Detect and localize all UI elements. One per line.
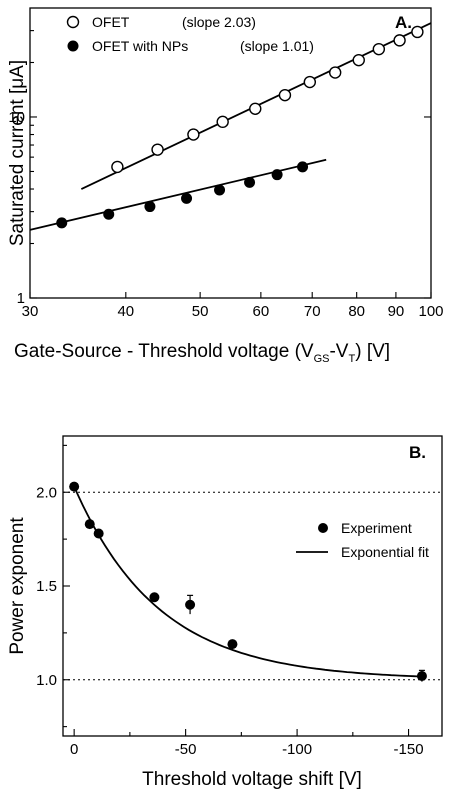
panel-a: 30 40 50 60 70 80 90 100 110 OFET (slope 2.03) … (7, 7, 444, 365)
panel-a-legend: OFET (slope 2.03) OFET with NPs (slope 1… (66, 14, 314, 54)
ofet-nps-fit-line (29, 158, 327, 231)
panel-b-frame (62, 435, 443, 737)
ofet-nps-data-point (103, 208, 115, 220)
panel-a-label: A. (395, 13, 412, 32)
legend-ofet-nps-marker (67, 40, 79, 52)
panel-b: 0 -50 -100 -150 1.0 1.5 2.0 Experiment Expone… (7, 435, 443, 790)
panel-a-x-axis-title: Gate-Source - Threshold voltage (VGS-VT)… (14, 341, 390, 365)
legend-ofet-name: OFET (92, 14, 130, 30)
x-tick-label: 60 (253, 303, 270, 320)
ofet-data-point (187, 128, 200, 141)
ofet-data-point (328, 66, 342, 79)
panel-b-y-axis-title: Power exponent (7, 517, 28, 655)
x-tick-label: 0 (70, 741, 78, 758)
legend-experiment-label: Experiment (341, 520, 412, 536)
y-tick-label: 2.0 (36, 484, 57, 501)
x-tick-label: 70 (304, 303, 321, 320)
panel-b-fit-curve (73, 486, 427, 678)
ofet-data-point (411, 25, 424, 39)
panel-a-y-axis-title: Saturated current [μA] (7, 60, 28, 246)
x-tick-label: 40 (117, 303, 134, 320)
legend-ofet-marker (66, 15, 80, 29)
y-tick-label: 10 (8, 109, 25, 126)
panel-b-x-ticks: 0 -50 -100 -150 (70, 729, 424, 758)
ofet-nps-data-point (244, 176, 256, 188)
panel-b-y-ticks: 1.0 1.5 2.0 (36, 444, 70, 728)
panel-b-label: B. (409, 443, 426, 462)
legend-experiment-marker (318, 523, 328, 533)
exponential-fit-curve (73, 486, 427, 678)
panel-b-data-points (69, 481, 427, 682)
experiment-data-point (69, 481, 80, 492)
ofet-data-point (111, 160, 124, 174)
panel-b-reference-lines (63, 491, 442, 681)
ofet-data-point (216, 115, 229, 129)
x-tick-label: 90 (388, 303, 405, 320)
x-tick-label: 50 (192, 303, 209, 320)
ofet-nps-data-point (214, 184, 226, 196)
ofet-data-point (393, 34, 406, 47)
panel-a-data-points (56, 25, 424, 229)
x-tick-label: -100 (282, 741, 312, 758)
x-title-sub-gs: GS (314, 353, 330, 365)
panel-a-frame (29, 7, 432, 299)
experiment-data-point (149, 592, 160, 603)
ofet-data-point (303, 75, 317, 89)
experiment-data-point (185, 599, 196, 610)
legend-ofet-nps-name: OFET with NPs (92, 38, 188, 54)
experiment-data-point (416, 671, 427, 681)
x-title-part3: ) [V] (355, 341, 390, 362)
ofet-data-point (151, 143, 164, 156)
x-title-sub-t: T (348, 353, 355, 365)
experiment-data-point (227, 639, 238, 650)
ofet-nps-data-point (56, 217, 68, 229)
x-title-part1: Gate-Source - Threshold voltage (V (14, 341, 314, 362)
ofet-nps-data-point (271, 169, 283, 181)
legend-fit-label: Exponential fit (341, 544, 429, 560)
ofet-data-point (352, 53, 365, 67)
ofet-data-point (372, 42, 386, 56)
legend-ofet-nps-slope: (slope 1.01) (240, 38, 314, 54)
x-tick-label: -50 (175, 741, 197, 758)
panel-a-x-ticks: 30 40 50 60 70 80 90 100 (22, 292, 444, 320)
panel-a-fit-lines (29, 22, 432, 231)
experiment-data-point (93, 528, 104, 539)
y-tick-label: 1.5 (36, 578, 57, 595)
panel-b-legend: Experiment Exponential fit (296, 520, 429, 560)
experiment-data-point (84, 519, 95, 530)
ofet-data-point (249, 102, 262, 115)
legend-ofet-slope: (slope 2.03) (182, 14, 256, 30)
x-tick-label: 100 (418, 303, 443, 320)
ofet-data-point (278, 88, 292, 102)
x-tick-label: -150 (394, 741, 424, 758)
ofet-nps-data-point (181, 192, 193, 204)
y-tick-label: 1.0 (36, 672, 57, 689)
y-tick-label: 1 (17, 290, 25, 307)
panel-b-x-axis-title: Threshold voltage shift [V] (142, 769, 362, 790)
x-tick-label: 30 (22, 303, 39, 320)
x-tick-label: 80 (348, 303, 365, 320)
ofet-nps-data-point (297, 161, 309, 173)
x-title-part2: -V (329, 341, 348, 362)
panel-a-y-ticks: 1 10 (8, 30, 431, 307)
ofet-nps-data-point (144, 201, 156, 213)
